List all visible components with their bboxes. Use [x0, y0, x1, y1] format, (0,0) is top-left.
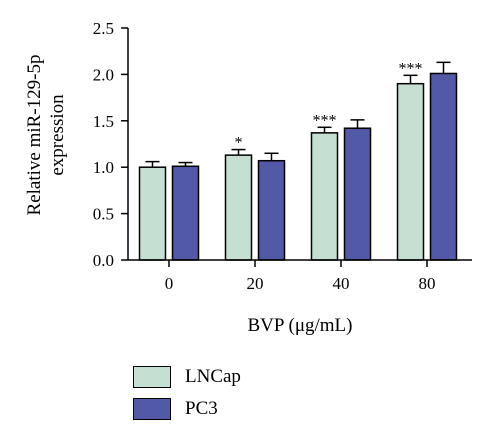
legend-item-pc3: PC3 [133, 394, 241, 424]
x-tick-label: 20 [247, 274, 264, 293]
bar-lncap [310, 132, 339, 261]
significance-marker: * [235, 135, 243, 152]
x-axis-title: BVP (μg/mL) [247, 315, 352, 336]
bar-lncap [138, 166, 167, 261]
legend-item-lncap: LNCap [133, 362, 241, 392]
x-tick-label: 80 [419, 274, 436, 293]
legend-swatch-lncap [133, 366, 171, 388]
y-tick-label: 2.0 [93, 65, 114, 84]
bar-lncap [224, 154, 253, 261]
y-tick-label: 1.0 [93, 158, 114, 177]
y-tick-label: 0.0 [93, 251, 114, 270]
y-tick-label: 0.5 [93, 205, 114, 224]
legend-label-lncap: LNCap [185, 366, 241, 387]
bar-pc3 [429, 72, 458, 261]
x-axis: 0 20 40 80 [128, 259, 472, 293]
y-axis-title-line1: Relative miR-129-5p [24, 55, 45, 216]
bar-pc3 [257, 159, 286, 261]
y-tick-label: 2.5 [93, 19, 114, 38]
bar-chart: Relative miR-129-5p expression 0.0 0.5 1.0… [24, 19, 472, 336]
x-tick-label: 0 [165, 274, 174, 293]
significance-marker: *** [399, 60, 423, 77]
bars-group: ******* [138, 60, 458, 261]
bar-pc3 [171, 165, 200, 261]
y-axis-title-line2: expression [47, 94, 68, 176]
bar-pc3 [343, 127, 372, 261]
legend-swatch-pc3 [133, 398, 171, 420]
x-tick-label: 40 [333, 274, 350, 293]
y-axis: 0.0 0.5 1.0 1.5 2.0 2.5 [93, 19, 129, 270]
y-tick-label: 1.5 [93, 112, 114, 131]
legend-label-pc3: PC3 [185, 398, 218, 419]
significance-marker: *** [313, 112, 337, 129]
y-axis-title: Relative miR-129-5p expression [24, 55, 68, 216]
legend: LNCap PC3 [133, 362, 241, 426]
bar-lncap [396, 82, 425, 261]
